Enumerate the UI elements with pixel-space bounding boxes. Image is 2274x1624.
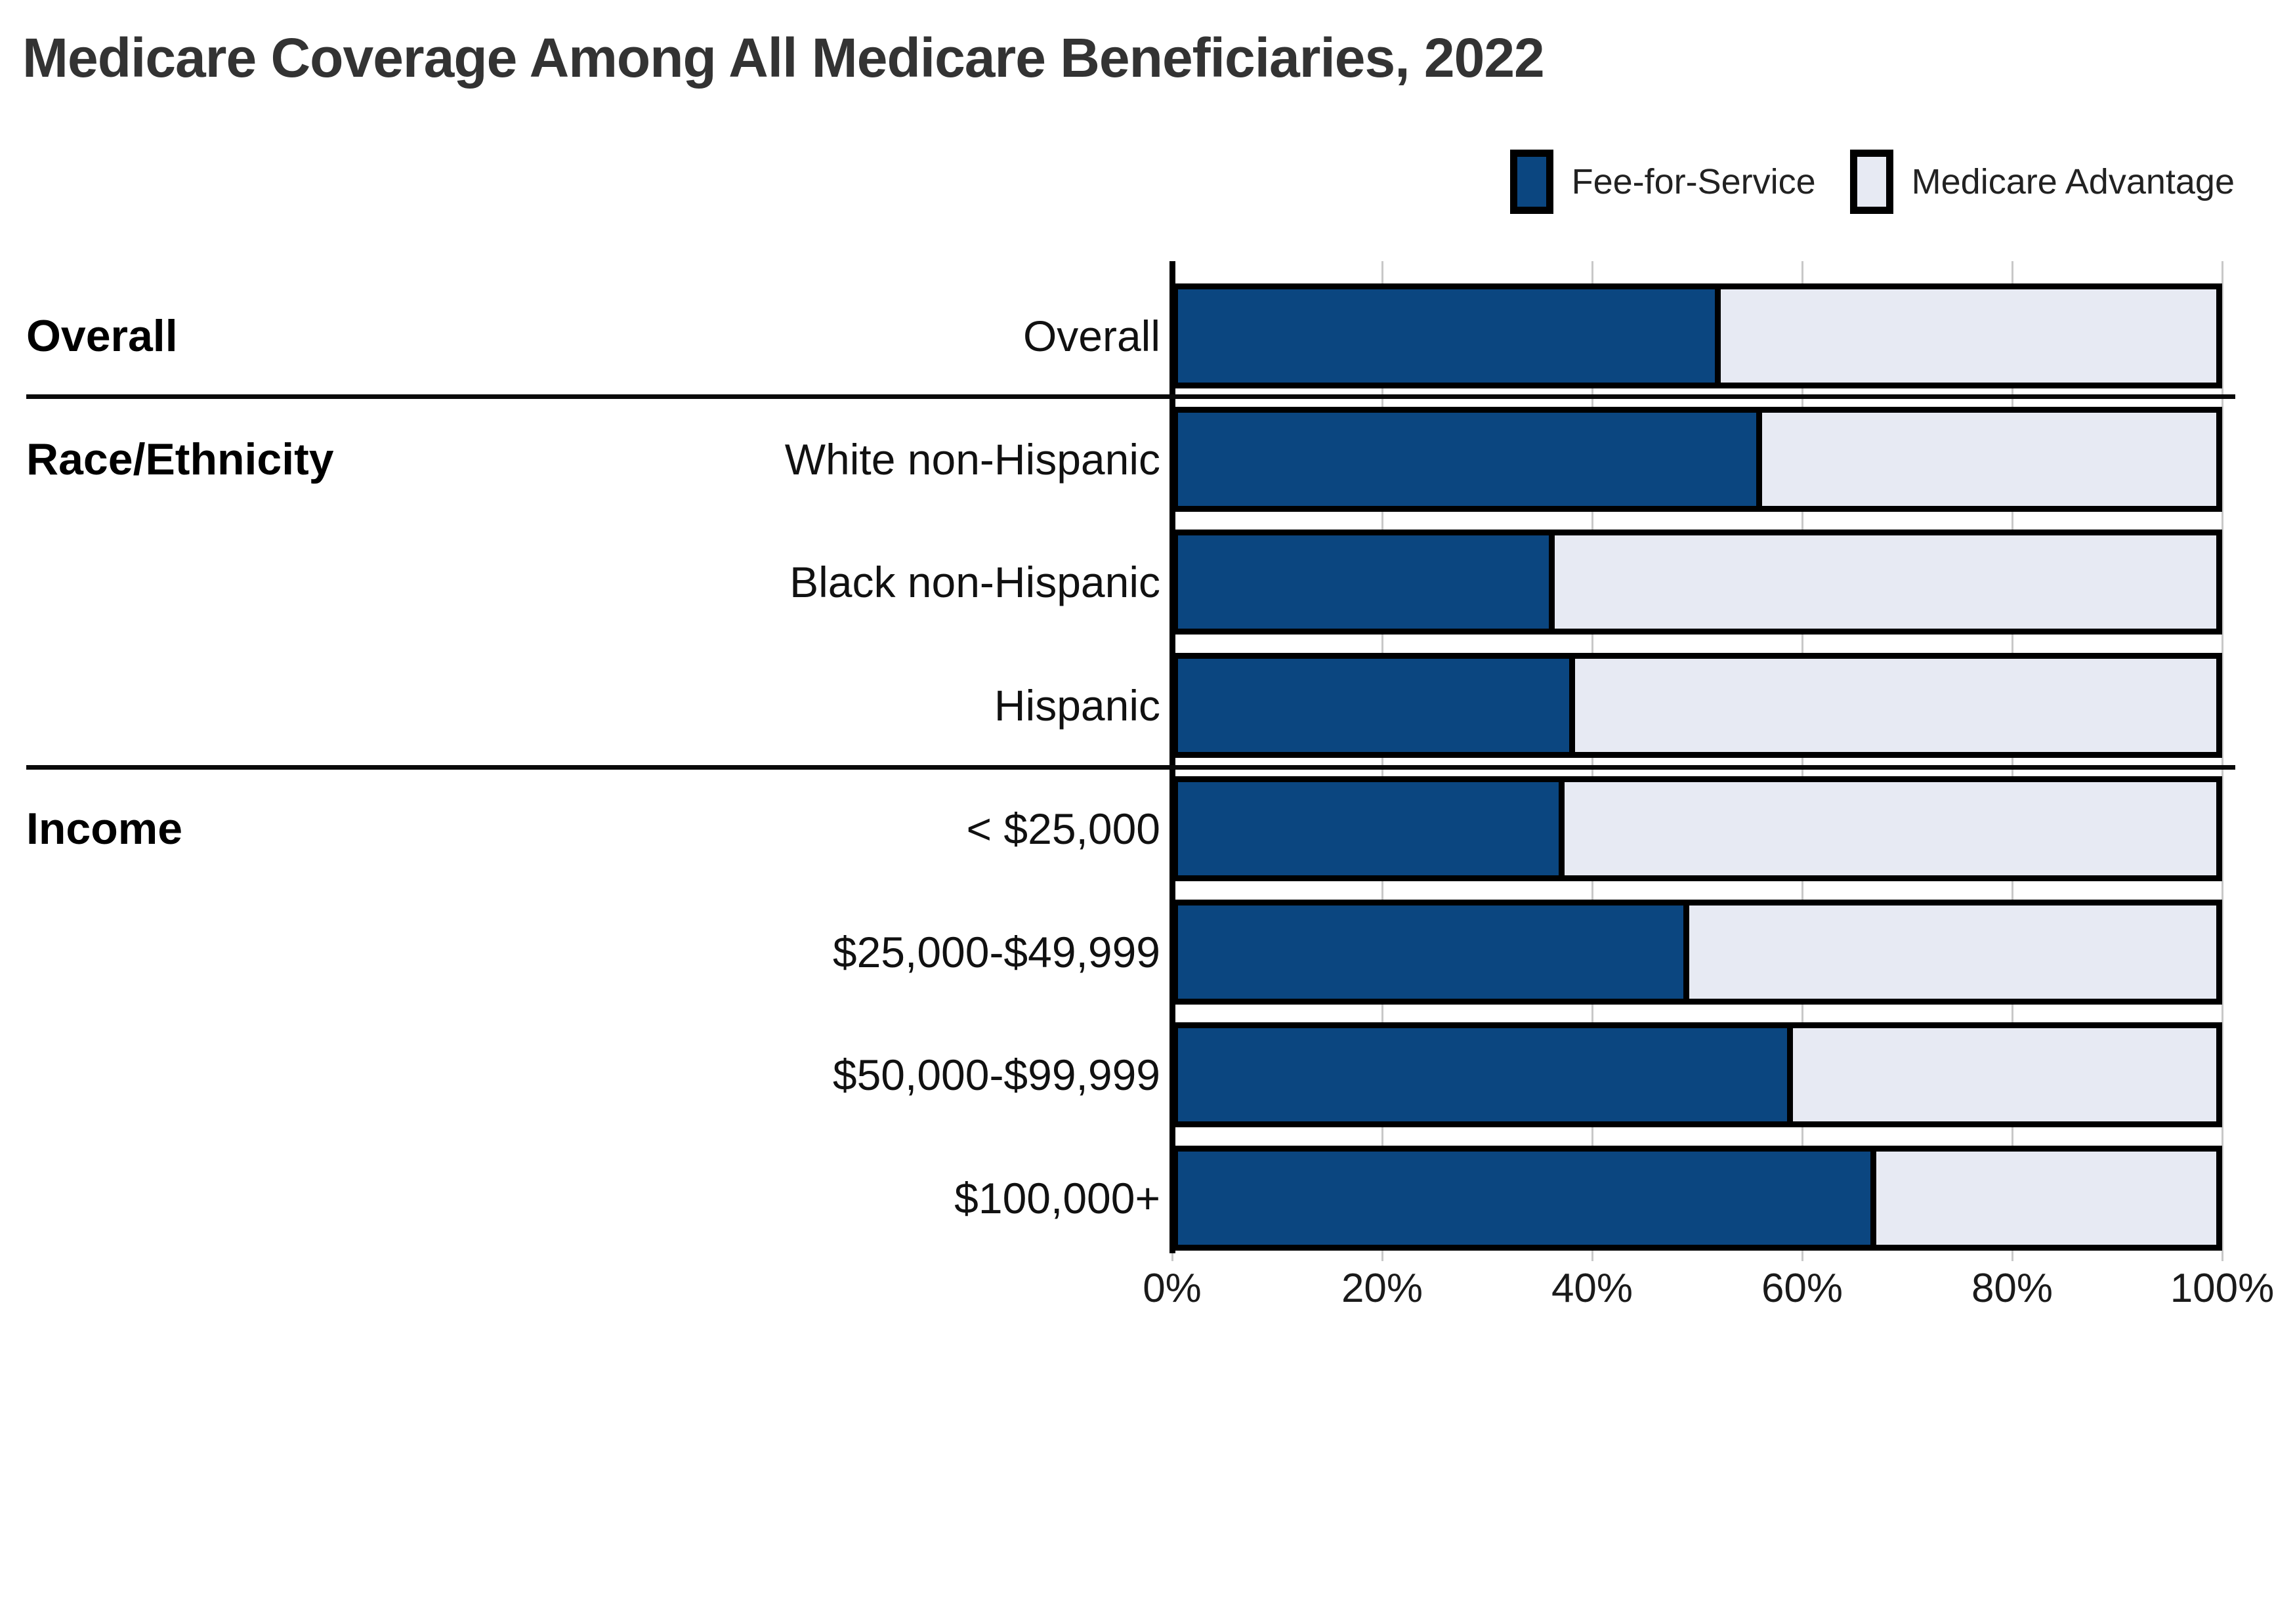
fee-for-service-segment <box>1178 289 1721 383</box>
medicare-advantage-segment <box>1572 659 2216 752</box>
fee-for-service-segment <box>1178 413 1762 506</box>
x-tick-label-20: 20% <box>1341 1266 1423 1311</box>
row-label: White non-Hispanic <box>784 435 1160 484</box>
row-label: Hispanic <box>994 681 1160 730</box>
fee-for-service-segment <box>1178 535 1555 629</box>
gridline-80 <box>2011 261 2013 1261</box>
section-divider-2 <box>26 765 2235 770</box>
stacked-bar <box>1172 1022 2222 1127</box>
legend-item-fee-for-service: Fee-for-Service <box>1509 150 1816 214</box>
section-label-race-ethnicity: Race/Ethnicity <box>26 434 334 484</box>
medicare-advantage-segment <box>1718 289 2216 383</box>
legend: Fee-for-Service Medicare Advantage <box>1509 150 2235 214</box>
medicare-advantage-segment <box>1562 782 2216 875</box>
row-label: Overall <box>1022 312 1160 360</box>
x-tick-label-40: 40% <box>1551 1266 1633 1311</box>
stacked-bar <box>1172 653 2222 758</box>
fee-for-service-segment <box>1178 659 1576 752</box>
stacked-bar <box>1172 407 2222 512</box>
gridline-20 <box>1381 261 1383 1261</box>
medicare-advantage-segment <box>1874 1152 2216 1245</box>
medicare-advantage-segment <box>1790 1028 2216 1121</box>
x-tick-label-0: 0% <box>1143 1266 1202 1311</box>
x-tick-label-100: 100% <box>2170 1266 2274 1311</box>
fee-for-service-segment <box>1178 782 1565 875</box>
gridline-40 <box>1591 261 1593 1261</box>
row-label: < $25,000 <box>966 804 1160 853</box>
stacked-bar <box>1172 530 2222 635</box>
fee-for-service-segment <box>1178 1152 1876 1245</box>
gridline-60 <box>1801 261 1803 1261</box>
stacked-bar <box>1172 1146 2222 1251</box>
x-tick-label-60: 60% <box>1761 1266 1843 1311</box>
row-label: $100,000+ <box>954 1174 1160 1222</box>
row-label: $25,000-$49,999 <box>832 928 1160 976</box>
row-label: Black non-Hispanic <box>790 558 1160 606</box>
medicare-advantage-segment <box>1759 413 2216 506</box>
chart-title: Medicare Coverage Among All Medicare Ben… <box>22 27 1545 89</box>
fee-for-service-segment <box>1178 906 1690 999</box>
legend-label-medicare-advantage: Medicare Advantage <box>1911 162 2235 201</box>
row-label: $50,000-$99,999 <box>832 1051 1160 1099</box>
stacked-bar <box>1172 776 2222 881</box>
medicare-advantage-segment <box>1687 906 2216 999</box>
x-tick-label-80: 80% <box>1971 1266 2053 1311</box>
stacked-bar <box>1172 900 2222 1005</box>
section-label-income: Income <box>26 804 183 854</box>
legend-item-medicare-advantage: Medicare Advantage <box>1849 150 2235 214</box>
gridline-100 <box>2221 261 2223 1261</box>
section-divider-1 <box>26 394 2235 399</box>
fee-for-service-swatch-icon <box>1509 150 1553 214</box>
legend-label-fee-for-service: Fee-for-Service <box>1571 162 1816 201</box>
stacked-bar <box>1172 283 2222 388</box>
medicare-advantage-segment <box>1552 535 2216 629</box>
medicare-advantage-swatch-icon <box>1849 150 1893 214</box>
fee-for-service-segment <box>1178 1028 1794 1121</box>
section-label-overall: Overall <box>26 311 178 361</box>
